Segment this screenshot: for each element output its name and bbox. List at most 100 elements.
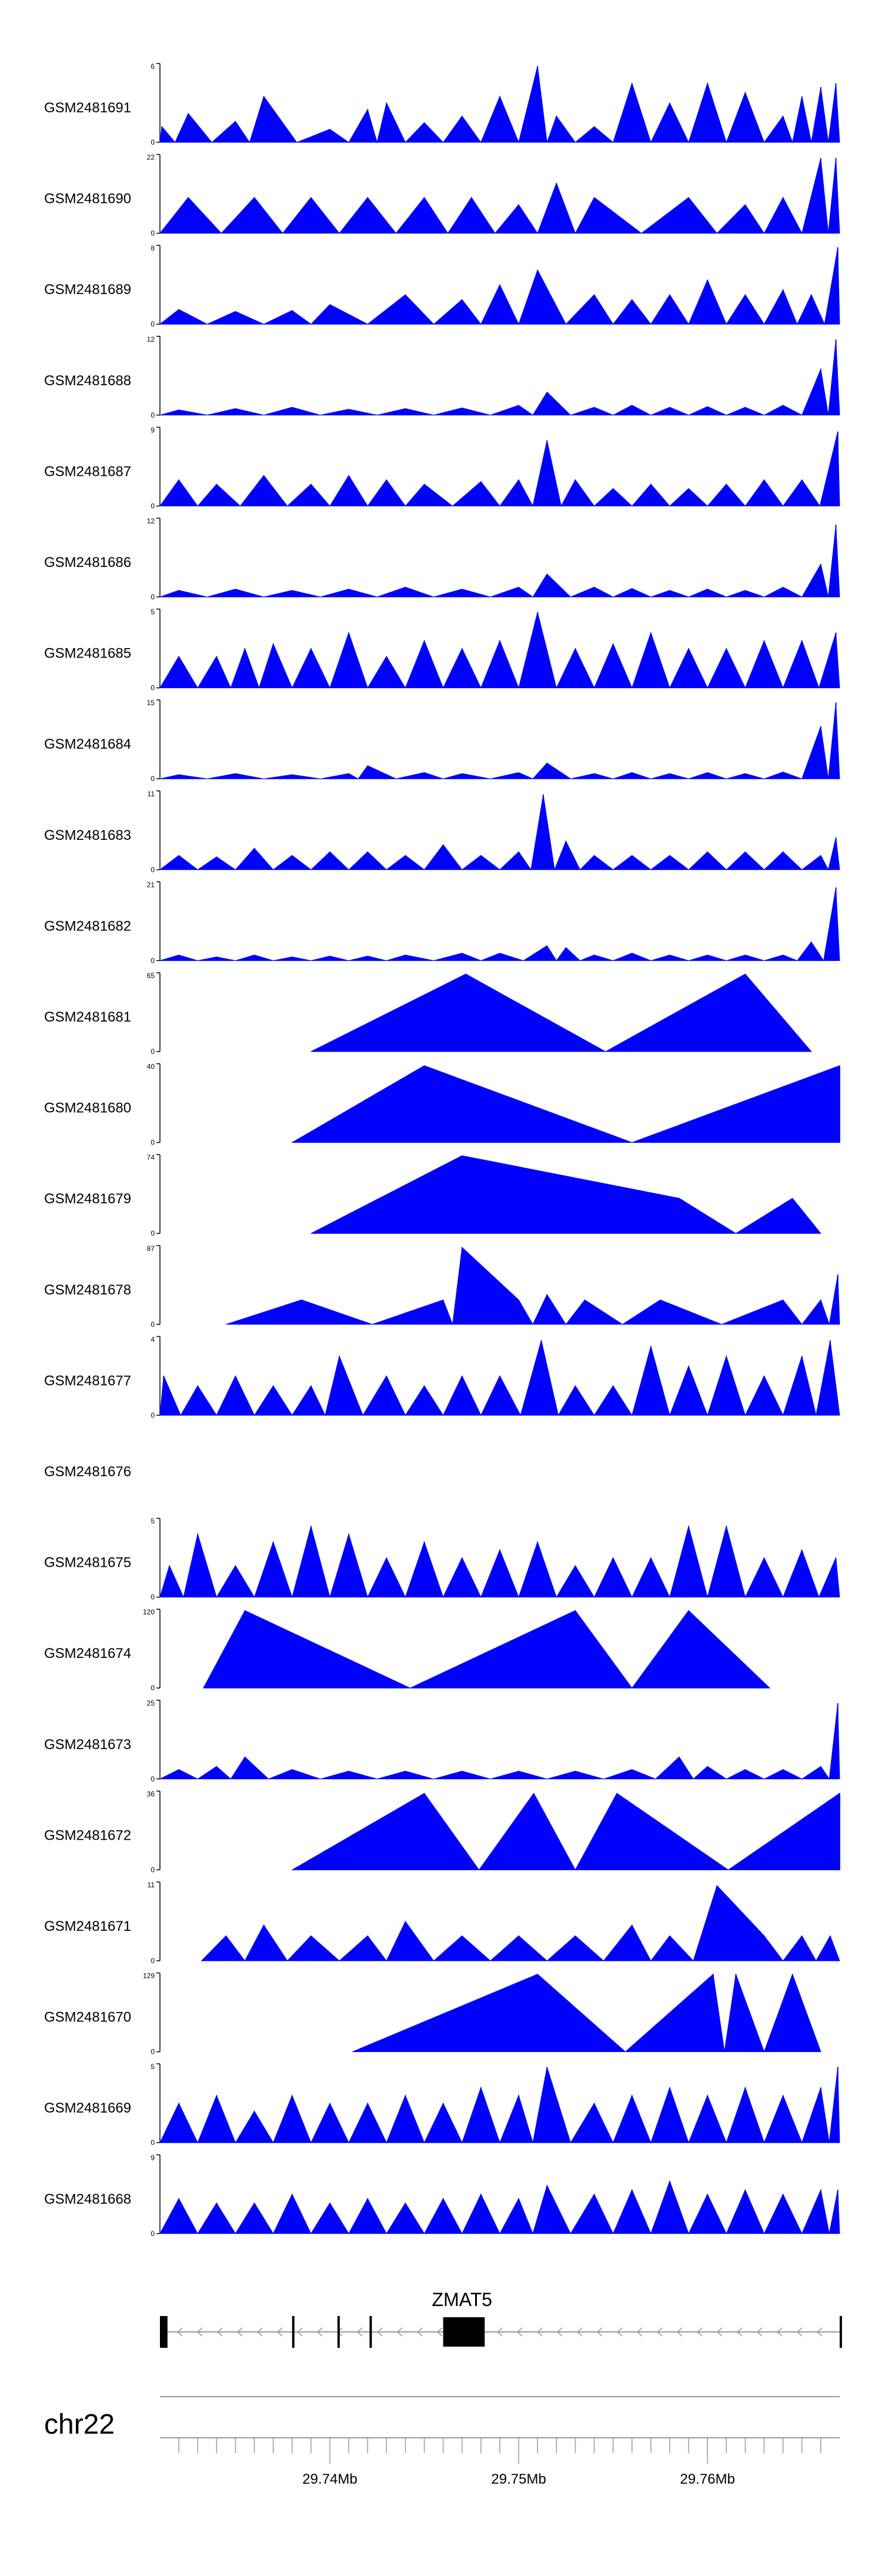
strand-arrow [316,2327,323,2337]
track-label: GSM2481682 [44,918,131,934]
strand-arrow [196,2327,203,2337]
coverage-area [226,1246,840,1325]
y-axis-zero-label: 0 [151,1593,155,1601]
strand-arrow [296,2327,303,2337]
y-axis-zero-label: 0 [151,684,155,692]
y-axis-zero-label: 0 [151,1229,155,1237]
y-axis-max-label: 65 [147,972,155,980]
track-GSM2481672: GSM2481672 36 0 [44,1790,840,1874]
y-axis-max-label: 8 [151,244,155,252]
strand-arrow [556,2327,563,2337]
y-axis-zero-label: 0 [151,1775,155,1783]
track-GSM2481686: GSM2481686 12 0 [44,517,840,601]
coverage-area [352,1973,821,2053]
y-axis-max-label: 9 [151,426,155,434]
y-axis-zero-label: 0 [151,593,155,601]
strand-arrow [496,2327,503,2337]
strand-arrow [716,2327,723,2337]
y-axis-zero-label: 0 [151,866,155,874]
y-axis-max-label: 15 [147,699,155,707]
track-GSM2481677: GSM2481677 4 0 [44,1335,840,1419]
y-axis-zero-label: 0 [151,1684,155,1692]
y-axis-max-label: 5 [151,2063,155,2071]
y-axis-zero-label: 0 [151,229,155,238]
coverage-area [290,1065,840,1143]
track-label: GSM2481674 [44,1646,131,1661]
track-GSM2481689: GSM2481689 8 0 [44,244,840,328]
track-label: GSM2481669 [44,2100,131,2116]
y-axis-zero-label: 0 [151,1320,155,1329]
track-GSM2481678: GSM2481678 87 0 [44,1244,840,1329]
strand-arrow [676,2327,683,2337]
coverage-area [159,431,840,507]
genome-axis-track: chr22 29.74Mb 29.75Mb 29.76Mb [44,2396,840,2487]
strand-arrow [576,2327,583,2337]
track-GSM2481669: GSM2481669 5 0 [44,2063,840,2147]
y-axis-max-label: 40 [147,1063,155,1071]
y-axis-zero-label: 0 [151,2138,155,2147]
chromosome-label: chr22 [44,2409,115,2440]
y-axis-max-label: 87 [147,1244,155,1253]
coverage-area [201,1885,840,1962]
y-axis-max-label: 5 [151,1517,155,1526]
gene-name-label: ZMAT5 [432,2289,493,2310]
y-axis-zero-label: 0 [151,1047,155,1056]
track-GSM2481673: GSM2481673 25 0 [44,1699,840,1783]
track-label: GSM2481688 [44,373,131,389]
y-axis-max-label: 36 [147,1790,155,1798]
gene-exon [443,2317,485,2347]
y-axis-zero-label: 0 [151,1139,155,1147]
track-GSM2481668: GSM2481668 9 0 [44,2154,840,2238]
track-GSM2481680: GSM2481680 40 0 [44,1063,840,1147]
coverage-area [159,702,840,779]
track-GSM2481674: GSM2481674 120 0 [44,1608,771,1692]
y-axis-zero-label: 0 [151,956,155,965]
coverage-area [159,2180,840,2235]
track-label: GSM2481677 [44,1373,131,1389]
track-label: GSM2481668 [44,2191,131,2207]
track-label: GSM2481670 [44,2010,131,2026]
coverage-area [310,1155,821,1234]
coverage-area [159,1703,840,1780]
coverage-area [290,1793,840,1871]
gene-exon [160,2316,168,2348]
y-axis-max-label: 4 [151,1335,155,1343]
strand-arrow [396,2327,403,2337]
track-label: GSM2481685 [44,646,131,662]
strand-arrow [516,2327,523,2337]
track-GSM2481670: GSM2481670 129 0 [44,1972,821,2056]
y-axis-max-label: 6 [151,62,155,71]
y-axis-max-label: 9 [151,2154,155,2162]
track-GSM2481675: GSM2481675 5 0 [44,1517,840,1601]
strand-arrow [356,2327,363,2337]
strand-arrow [376,2327,383,2337]
coverage-area [159,887,840,962]
track-GSM2481683: GSM2481683 11 0 [44,790,840,874]
gene-exon [292,2316,295,2348]
y-axis-max-label: 25 [147,1699,155,1707]
coverage-area [159,158,840,234]
y-axis-zero-label: 0 [151,1866,155,1874]
strand-arrow [436,2327,443,2337]
strand-arrow [696,2327,703,2337]
y-axis-max-label: 11 [148,790,155,798]
strand-arrow [656,2327,663,2337]
track-GSM2481681: GSM2481681 65 0 [44,972,812,1056]
strand-arrow [536,2327,543,2337]
track-GSM2481682: GSM2481682 21 0 [44,880,840,965]
strand-arrow [236,2327,243,2337]
y-axis-zero-label: 0 [151,411,155,419]
gene-exon [369,2316,372,2348]
y-axis-zero-label: 0 [151,320,155,328]
gene-exon [337,2316,340,2348]
track-label: GSM2481686 [44,555,131,570]
track-label: GSM2481687 [44,463,131,479]
track-label: GSM2481675 [44,1555,131,1571]
track-GSM2481685: GSM2481685 5 0 [44,608,840,692]
y-axis-max-label: 120 [143,1608,155,1616]
coverage-area [159,2067,840,2144]
track-GSM2481679: GSM2481679 74 0 [44,1153,821,1237]
track-label: GSM2481689 [44,282,131,298]
strand-arrow [636,2327,643,2337]
